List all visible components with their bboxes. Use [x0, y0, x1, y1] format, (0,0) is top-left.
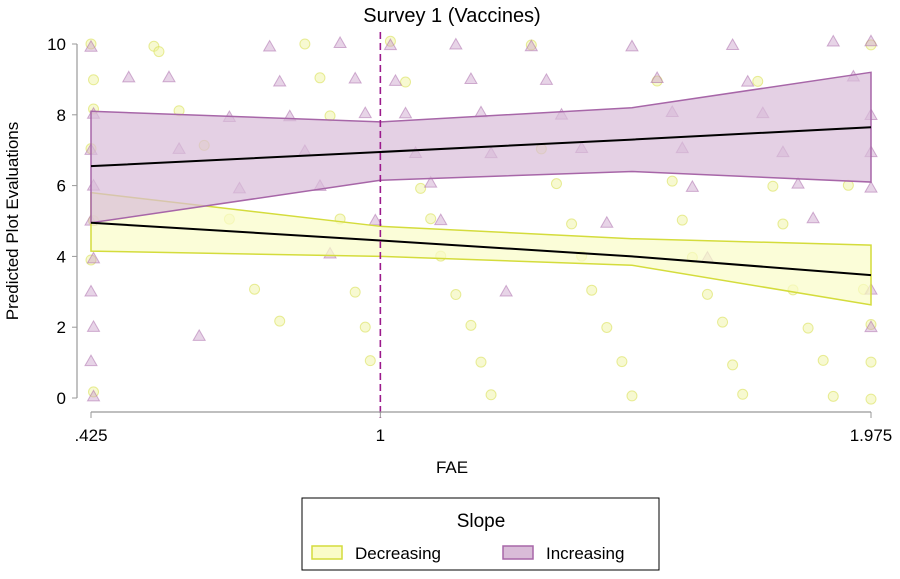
y-tick-label: 0 [57, 389, 66, 408]
point-decreasing [359, 321, 371, 333]
point-decreasing [465, 319, 477, 331]
point-increasing [448, 37, 463, 50]
point-increasing [358, 106, 373, 119]
point-decreasing [450, 289, 462, 301]
point-decreasing [676, 214, 688, 226]
point-increasing [333, 35, 347, 48]
point-increasing [84, 354, 98, 367]
point-decreasing [717, 316, 729, 328]
point-decreasing [802, 322, 814, 334]
point-decreasing [550, 178, 562, 190]
point-increasing [192, 328, 207, 341]
point-decreasing [827, 390, 839, 402]
axes: 0 2 4 6 8 10 .425 1 1.975 [47, 35, 892, 445]
point-increasing [791, 176, 805, 189]
point-increasing [272, 74, 287, 87]
point-decreasing [475, 356, 487, 368]
point-increasing [740, 74, 755, 87]
x-axis-label: FAE [436, 458, 468, 477]
point-decreasing [817, 354, 829, 366]
point-increasing [162, 70, 176, 83]
point-increasing [433, 213, 448, 226]
point-increasing [86, 251, 101, 264]
chart-title: Survey 1 (Vaccines) [363, 5, 540, 27]
point-increasing [368, 213, 383, 226]
ci-band-decreasing [90, 191, 872, 306]
point-decreasing [586, 284, 598, 296]
point-increasing [499, 284, 514, 297]
legend-label-decreasing: Decreasing [355, 544, 441, 563]
legend-swatch-decreasing [311, 545, 343, 560]
legend-swatch-increasing [502, 545, 534, 560]
point-decreasing [666, 175, 678, 187]
point-decreasing [777, 218, 789, 230]
point-increasing [725, 37, 740, 50]
confidence-bands [90, 71, 872, 306]
point-decreasing [752, 75, 764, 87]
point-decreasing [85, 38, 97, 50]
point-increasing [524, 39, 539, 52]
point-increasing [464, 72, 478, 85]
point-decreasing [485, 389, 497, 401]
point-increasing [625, 39, 639, 52]
y-tick-label: 8 [57, 106, 66, 125]
point-increasing [806, 211, 820, 224]
point-increasing [423, 175, 438, 188]
point-decreasing [865, 318, 877, 330]
point-decreasing [865, 393, 877, 405]
point-increasing [348, 71, 363, 84]
point-decreasing [701, 288, 713, 300]
x-tick-label: .425 [74, 426, 107, 445]
y-axis-label: Predicted Plot Evaluations [3, 122, 22, 320]
point-increasing [599, 215, 614, 228]
point-increasing [539, 72, 554, 85]
point-decreasing [400, 76, 412, 88]
point-decreasing [601, 321, 613, 333]
legend-label-increasing: Increasing [546, 544, 624, 563]
y-tick-label: 4 [57, 247, 66, 266]
point-decreasing [727, 359, 739, 371]
legend-title: Slope [457, 511, 506, 532]
point-increasing [84, 284, 98, 297]
fit-line-increasing [90, 126, 872, 168]
point-increasing [383, 38, 398, 51]
point-increasing [864, 180, 878, 193]
x-tick-label: 1.975 [850, 426, 893, 445]
point-increasing [650, 70, 664, 83]
y-tick-label: 2 [57, 318, 66, 337]
point-decreasing [425, 213, 437, 225]
point-increasing [864, 320, 878, 333]
point-decreasing [767, 180, 779, 192]
point-decreasing [153, 46, 165, 58]
point-decreasing [88, 74, 100, 86]
point-increasing [262, 39, 277, 52]
point-decreasing [865, 356, 877, 368]
point-decreasing [249, 283, 261, 295]
x-tick-label: 1 [376, 426, 385, 445]
point-increasing [398, 106, 413, 119]
point-decreasing [626, 390, 638, 402]
point-decreasing [566, 218, 578, 230]
y-tick-label: 6 [57, 177, 66, 196]
point-decreasing [314, 72, 326, 84]
point-decreasing [349, 286, 361, 298]
point-decreasing [299, 38, 311, 50]
point-decreasing [415, 182, 427, 194]
point-increasing [86, 389, 101, 402]
y-tick-label: 10 [47, 35, 66, 54]
point-increasing [685, 179, 700, 192]
fit-line-decreasing [90, 221, 872, 277]
point-increasing [388, 73, 403, 86]
point-decreasing [274, 315, 286, 327]
point-increasing [121, 70, 136, 83]
point-decreasing [737, 388, 749, 400]
point-increasing [826, 34, 841, 47]
point-decreasing [616, 356, 628, 368]
legend: Slope Decreasing Increasing [301, 497, 660, 571]
point-increasing [86, 319, 101, 332]
point-increasing [864, 34, 878, 47]
point-decreasing [364, 355, 376, 367]
point-increasing [84, 39, 98, 52]
